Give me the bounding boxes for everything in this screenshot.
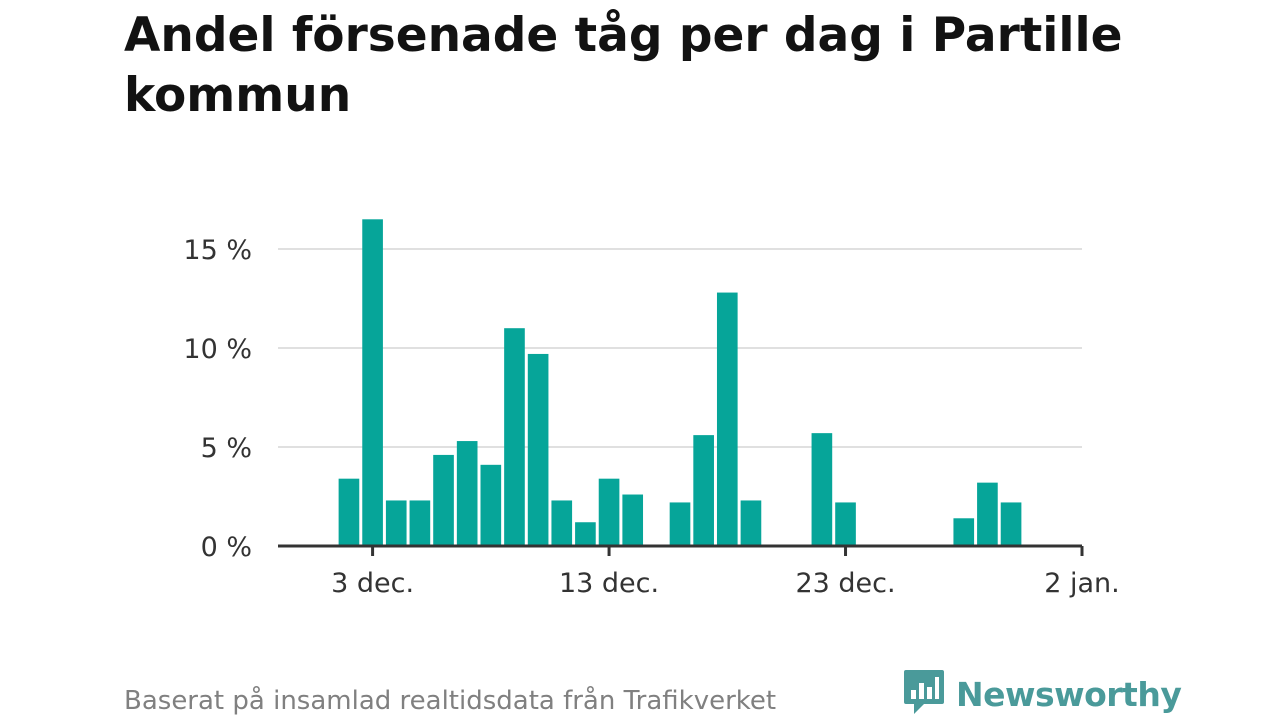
bar xyxy=(551,500,573,546)
grid-lines xyxy=(278,248,1082,448)
y-tick-label: 5 % xyxy=(201,433,252,464)
bar xyxy=(811,433,833,546)
bar xyxy=(740,500,762,546)
bar xyxy=(835,502,856,546)
y-axis-labels: 0 % 5 % 10 % 15 % xyxy=(183,235,252,563)
y-tick-label: 10 % xyxy=(183,334,252,365)
x-tick-label: 3 dec. xyxy=(331,568,414,599)
y-tick-label: 0 % xyxy=(201,532,252,563)
y-tick-label: 15 % xyxy=(183,235,252,266)
bar xyxy=(1000,502,1022,546)
x-tick-label: 2 jan. xyxy=(1044,568,1120,599)
bar xyxy=(338,478,360,546)
bar xyxy=(575,522,596,546)
bar xyxy=(362,219,383,547)
bar xyxy=(598,478,620,546)
bar xyxy=(456,441,478,546)
bar xyxy=(433,454,454,546)
brand-name: Newsworthy xyxy=(956,674,1182,714)
chart-title: Andel försenade tåg per dag i Partille k… xyxy=(124,8,1123,123)
bar xyxy=(527,353,549,546)
bar xyxy=(716,292,738,546)
newsworthy-logo-icon xyxy=(902,668,946,720)
x-tick-label: 13 dec. xyxy=(559,568,659,599)
bar xyxy=(409,500,431,546)
bar xyxy=(504,328,525,546)
bar xyxy=(480,464,502,546)
bar xyxy=(385,500,407,546)
bar xyxy=(693,435,714,546)
source-note: Baserat på insamlad realtidsdata från Tr… xyxy=(124,686,777,716)
bar xyxy=(622,494,644,546)
x-tick-label: 23 dec. xyxy=(795,568,895,599)
x-axis: 3 dec. 13 dec. 23 dec. 2 jan. xyxy=(278,544,1120,599)
bar xyxy=(669,502,691,546)
bar xyxy=(977,482,998,546)
brand-logo[interactable]: Newsworthy xyxy=(902,668,1182,720)
bar xyxy=(953,518,975,546)
bars xyxy=(338,219,1022,547)
